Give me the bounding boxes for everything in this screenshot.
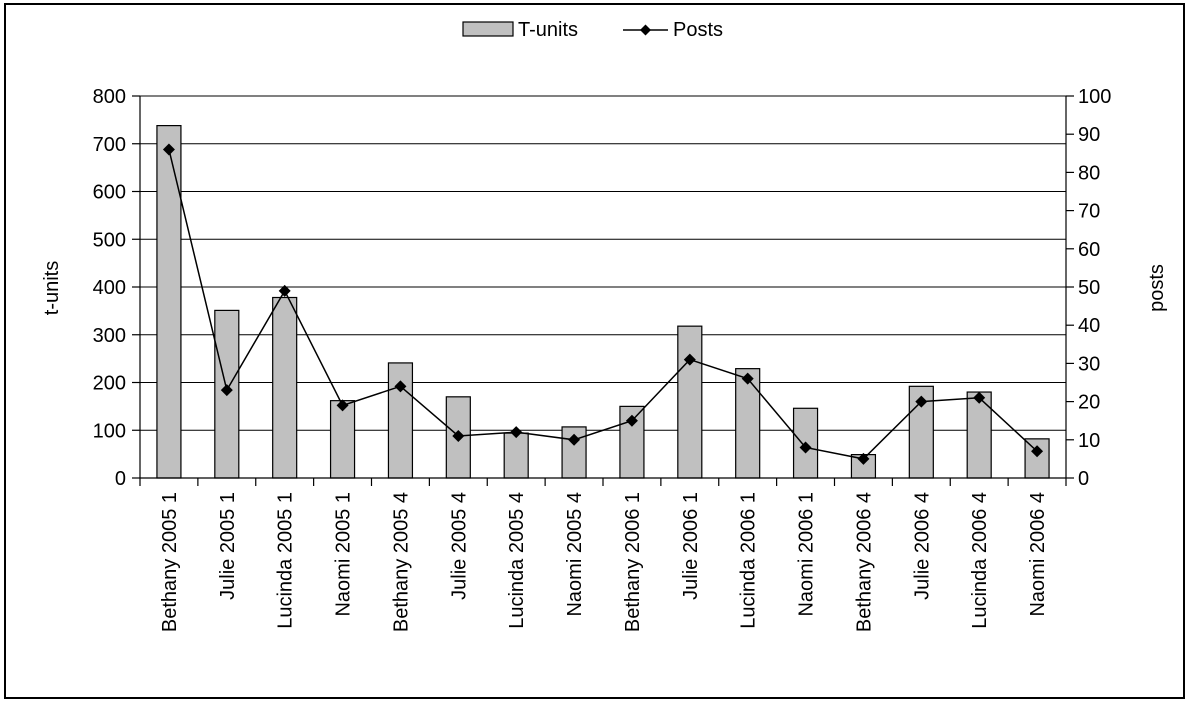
legend: T-units Posts [463,19,723,41]
x-tick-label: Lucinda 2005 4 [506,492,528,629]
bar [504,433,528,478]
y-tick-label-left: 800 [93,86,126,108]
x-tick-label: Lucinda 2006 4 [969,492,991,629]
y-tick-label-left: 100 [93,420,126,442]
y-tick-label-right: 30 [1078,353,1100,375]
y-tick-label-right: 50 [1078,277,1100,299]
y-axis-title-right: posts [1146,264,1168,312]
x-tick-label: Julie 2005 1 [217,492,239,600]
legend-marker-posts [640,25,651,36]
x-tick-label: Lucinda 2006 1 [738,492,760,629]
y-tick-label-left: 700 [93,134,126,156]
y-tick-label-left: 200 [93,373,126,395]
x-tick-label: Julie 2005 4 [448,492,470,600]
y-tick-label-left: 400 [93,277,126,299]
y-tick-label-right: 10 [1078,430,1100,452]
y-tick-label-right: 40 [1078,315,1100,337]
x-tick-label: Bethany 2005 1 [159,492,181,632]
x-tick-label: Julie 2006 1 [680,492,702,600]
y-tick-label-right: 80 [1078,162,1100,184]
bar [273,298,297,478]
y-tick-label-left: 600 [93,182,126,204]
bar [736,369,760,478]
y-tick-label-left: 500 [93,229,126,251]
x-tick-label: Lucinda 2005 1 [275,492,297,629]
bar [331,401,355,478]
y-tick-label-right: 20 [1078,392,1100,414]
legend-swatch-t-units [463,22,513,36]
x-tick-label: Bethany 2006 1 [622,492,644,632]
bar [1025,439,1049,478]
x-tick-label: Naomi 2005 1 [333,492,355,617]
y-tick-label-right: 60 [1078,239,1100,261]
x-tick-label: Julie 2006 4 [911,492,933,600]
bar [157,126,181,478]
bar [388,363,412,478]
y-tick-label-left: 0 [115,468,126,490]
bar [678,326,702,478]
x-tick-label: Naomi 2005 4 [564,492,586,617]
x-tick-label: Bethany 2006 4 [853,492,875,632]
y-tick-label-left: 300 [93,325,126,347]
x-tick-label: Naomi 2006 4 [1027,492,1049,617]
y-tick-label-right: 70 [1078,201,1100,223]
x-tick-label: Bethany 2005 4 [390,492,412,632]
x-tick-label: Naomi 2006 1 [796,492,818,617]
y-tick-label-right: 90 [1078,124,1100,146]
y-tick-label-right: 0 [1078,468,1089,490]
legend-label-t-units: T-units [518,19,578,41]
y-axis-title-left: t-units [41,261,63,315]
legend-label-posts: Posts [673,19,723,41]
posts-line [169,149,1037,458]
y-tick-label-right: 100 [1078,86,1111,108]
